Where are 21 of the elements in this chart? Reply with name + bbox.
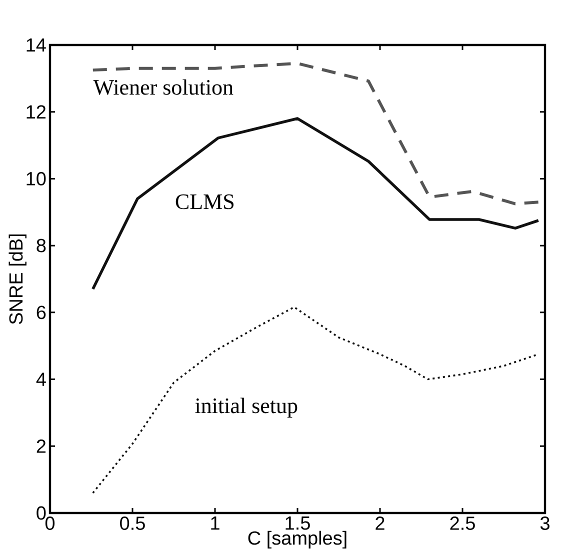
annotation: Wiener solution [93, 79, 234, 95]
y-tick-label: 10 [26, 172, 46, 186]
y-tick-label: 4 [36, 372, 46, 386]
x-tick-label: 1 [211, 516, 220, 530]
x-tick-label: 2.5 [450, 516, 475, 530]
y-tick-label: 2 [36, 440, 46, 453]
x-tick-label: 0.5 [120, 516, 145, 530]
y-axis-title: SNRE [dB] [8, 234, 26, 324]
y-tick-label: 0 [36, 506, 46, 520]
x-tick-label: 3 [540, 516, 550, 530]
x-tick-label: 0 [45, 516, 55, 530]
x-tick-label: 2 [376, 516, 384, 530]
y-tick-label: 6 [36, 306, 46, 320]
y-tick-label: 12 [26, 105, 46, 119]
x-tick-label: 1.5 [286, 516, 310, 530]
line-series [92, 117, 540, 290]
annotation: CLMS [176, 194, 234, 210]
x-axis-title: C [samples] [248, 530, 346, 549]
annotation: initial setup [195, 398, 298, 418]
y-tick-label: 8 [36, 238, 46, 252]
y-tick-label: 14 [26, 38, 46, 52]
